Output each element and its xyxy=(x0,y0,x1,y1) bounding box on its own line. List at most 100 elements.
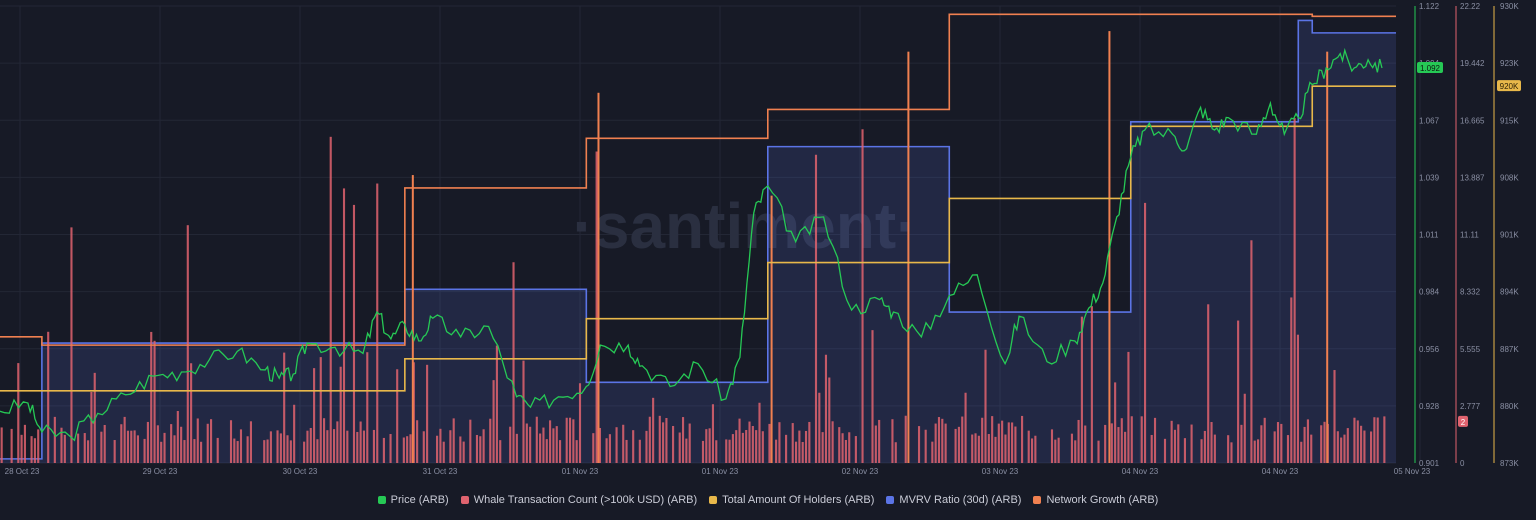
whale-bar xyxy=(1127,351,1130,463)
whale-bar xyxy=(0,427,3,463)
whale-bar xyxy=(133,430,136,463)
whale-bar xyxy=(964,392,967,463)
whale-bar xyxy=(917,426,921,463)
whale-bar xyxy=(236,441,239,463)
whale-bar xyxy=(63,434,66,463)
watermark-text: ·santiment· xyxy=(573,190,918,262)
whale-bar xyxy=(1001,420,1004,463)
whale-bar xyxy=(961,416,964,463)
whale-bar xyxy=(123,416,126,463)
whale-bar xyxy=(276,430,279,463)
whale-bar xyxy=(1280,423,1283,463)
price-axis-tick: 1.039 xyxy=(1419,173,1440,182)
whale-bar xyxy=(30,436,33,463)
whale-bar xyxy=(894,442,897,463)
whale-bar xyxy=(1227,435,1230,463)
legend-item-whale[interactable]: Whale Transaction Count (>100k USD) (ARB… xyxy=(460,494,697,506)
legend-item-network[interactable]: Network Growth (ARB) xyxy=(1033,494,1158,506)
price-axis-tick: 1.011 xyxy=(1419,231,1439,240)
whale-bar xyxy=(1203,430,1206,463)
whale-bar xyxy=(346,430,349,463)
whale-bar xyxy=(1004,434,1007,463)
legend-item-price[interactable]: Price (ARB) xyxy=(377,494,449,506)
whale-bar xyxy=(1210,422,1213,463)
whale-bar xyxy=(778,422,781,463)
whale-bar xyxy=(741,432,744,463)
whale-bar xyxy=(489,418,492,463)
whale-bar xyxy=(838,427,841,463)
whale-bar xyxy=(1173,429,1177,463)
whale-bar xyxy=(113,440,116,463)
whale-bar xyxy=(449,430,452,463)
whale-bar xyxy=(622,424,625,463)
whale-axis-tick: 8.332 xyxy=(1460,288,1481,297)
whale-bar xyxy=(342,188,346,463)
whale-bar xyxy=(120,424,123,463)
legend-item-mvrv[interactable]: MVRV Ratio (30d) (ARB) xyxy=(886,494,1021,506)
whale-bar xyxy=(1110,423,1113,463)
whale-bar xyxy=(672,425,675,463)
whale-bar xyxy=(1130,416,1133,463)
whale-bar xyxy=(93,372,96,463)
whale-bar xyxy=(1343,434,1346,463)
whale-bar xyxy=(47,331,50,463)
whale-bar xyxy=(130,430,133,463)
whale-current-badge xyxy=(1458,415,1468,427)
whale-bar xyxy=(77,433,80,463)
whale-bar xyxy=(1190,424,1193,463)
holders-axis-tick: 887K xyxy=(1500,345,1519,354)
whale-bar xyxy=(1183,438,1186,463)
whale-bar xyxy=(904,415,907,463)
whale-bar xyxy=(1084,425,1087,463)
whale-bar xyxy=(1200,439,1203,463)
whale-bar xyxy=(33,438,36,463)
whale-axis-tick: 0 xyxy=(1460,459,1465,468)
whale-bar xyxy=(565,417,568,463)
whale-bar xyxy=(1114,382,1117,463)
whale-bar xyxy=(269,431,272,463)
whale-bar xyxy=(356,431,359,463)
whale-bar xyxy=(352,204,356,463)
x-axis-tick: 01 Nov 23 xyxy=(562,467,599,476)
whale-bar xyxy=(735,430,738,463)
whale-bar xyxy=(459,436,462,463)
whale-bar xyxy=(1353,417,1356,463)
whale-bar xyxy=(1243,393,1246,463)
whale-bar xyxy=(153,340,156,463)
whale-bar xyxy=(728,439,731,463)
whale-bar xyxy=(861,129,864,464)
whale-bar xyxy=(339,366,342,463)
whale-bar xyxy=(289,440,292,463)
whale-bar xyxy=(1163,438,1167,463)
whale-bar xyxy=(1376,417,1379,463)
whale-bar xyxy=(495,345,498,463)
whale-bar xyxy=(1170,420,1173,463)
whale-bar xyxy=(844,439,847,463)
whale-bar xyxy=(332,429,336,463)
whale-bar xyxy=(372,429,375,463)
whale-bar xyxy=(1090,306,1093,463)
legend-item-holders[interactable]: Total Amount Of Holders (ARB) xyxy=(709,494,874,506)
whale-bar xyxy=(874,425,877,463)
whale-bar xyxy=(1124,431,1127,463)
whale-bar xyxy=(605,438,608,463)
whale-axis-tick: 11.11 xyxy=(1460,231,1479,240)
whale-bar xyxy=(1370,431,1373,463)
whale-bar xyxy=(568,417,572,463)
price-axis-tick: 1.122 xyxy=(1419,2,1440,11)
whale-bar xyxy=(1014,426,1017,463)
legend-label-mvrv: MVRV Ratio (30d) (ARB) xyxy=(899,494,1022,506)
whale-bar xyxy=(103,424,106,463)
holders-axis-tick: 880K xyxy=(1500,402,1519,411)
whale-bar xyxy=(515,433,518,463)
whale-bar xyxy=(652,397,655,463)
whale-bar xyxy=(525,423,528,463)
whale-bar xyxy=(422,431,425,463)
whale-bar xyxy=(233,438,236,463)
holders-axis-tick: 901K xyxy=(1500,231,1519,240)
whale-bar xyxy=(239,429,243,463)
whale-bar xyxy=(957,426,960,463)
whale-bar xyxy=(87,440,90,463)
mvrv-area xyxy=(0,20,1396,464)
whale-bar xyxy=(1213,434,1216,463)
